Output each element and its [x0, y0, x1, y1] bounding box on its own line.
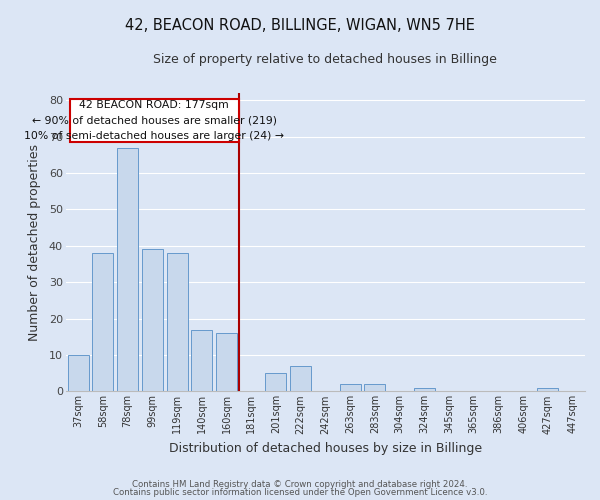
Bar [364, 384, 385, 392]
Bar [92, 253, 113, 392]
Bar [191, 330, 212, 392]
Text: Contains public sector information licensed under the Open Government Licence v3: Contains public sector information licen… [113, 488, 487, 497]
Bar [538, 388, 559, 392]
Text: Contains HM Land Registry data © Crown copyright and database right 2024.: Contains HM Land Registry data © Crown c… [132, 480, 468, 489]
Bar [142, 250, 163, 392]
X-axis label: Distribution of detached houses by size in Billinge: Distribution of detached houses by size … [169, 442, 482, 455]
Bar [216, 333, 237, 392]
Text: 42 BEACON ROAD: 177sqm
← 90% of detached houses are smaller (219)
10% of semi-de: 42 BEACON ROAD: 177sqm ← 90% of detached… [24, 100, 284, 141]
Y-axis label: Number of detached properties: Number of detached properties [28, 144, 41, 340]
Bar [340, 384, 361, 392]
FancyBboxPatch shape [70, 98, 239, 142]
Bar [290, 366, 311, 392]
Title: Size of property relative to detached houses in Billinge: Size of property relative to detached ho… [154, 52, 497, 66]
Bar [68, 355, 89, 392]
Text: 42, BEACON ROAD, BILLINGE, WIGAN, WN5 7HE: 42, BEACON ROAD, BILLINGE, WIGAN, WN5 7H… [125, 18, 475, 32]
Bar [167, 253, 188, 392]
Bar [117, 148, 138, 392]
Bar [414, 388, 435, 392]
Bar [265, 373, 286, 392]
